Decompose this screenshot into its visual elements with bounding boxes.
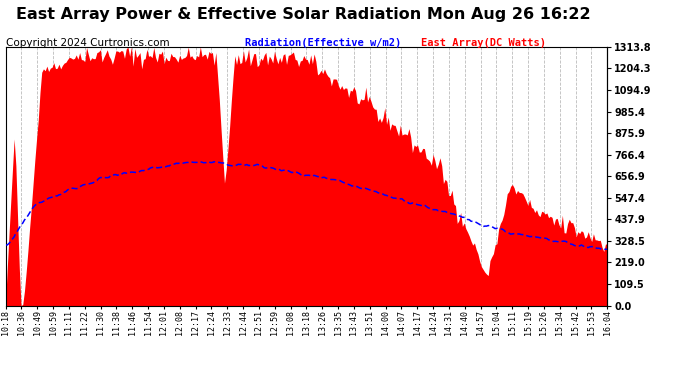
Text: Copyright 2024 Curtronics.com: Copyright 2024 Curtronics.com xyxy=(6,38,169,48)
Text: East Array Power & Effective Solar Radiation Mon Aug 26 16:22: East Array Power & Effective Solar Radia… xyxy=(17,8,591,22)
Text: Radiation(Effective w/m2): Radiation(Effective w/m2) xyxy=(245,38,401,48)
Text: East Array(DC Watts): East Array(DC Watts) xyxy=(421,38,546,48)
